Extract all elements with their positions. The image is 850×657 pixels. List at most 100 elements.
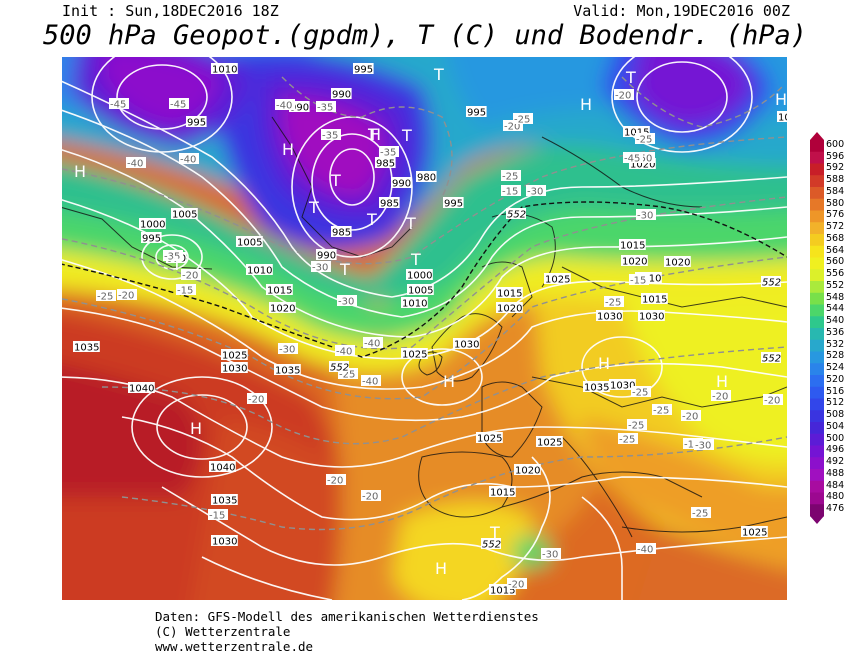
svg-text:-25: -25 [632,388,648,399]
svg-text:-15: -15 [209,511,225,522]
temperature-label: -35 [316,101,336,114]
svg-text:-45: -45 [170,100,186,111]
svg-text:-40: -40 [180,155,196,166]
svg-text:1020: 1020 [622,257,647,268]
svg-text:-20: -20 [327,476,343,487]
legend-swatch [810,175,824,188]
svg-text:-25: -25 [502,172,518,183]
temperature-label: -40 [363,337,383,350]
legend-label: 580 [826,197,845,209]
legend-swatch [810,292,824,305]
legend-label: 532 [826,338,845,350]
legend-label: 476 [826,503,845,515]
isobar-label: 1025 [741,526,768,539]
temperature-label: -20 [614,89,634,102]
legend-label: 520 [826,373,845,385]
low-pressure-marker: T [489,523,500,542]
isobar-label: 985 [375,157,396,170]
svg-text:552: 552 [762,278,781,289]
temperature-label: -30 [278,343,298,356]
legend-label: 508 [826,409,845,421]
svg-text:-35: -35 [322,131,338,142]
svg-text:-20: -20 [248,395,264,406]
svg-text:990: 990 [317,251,336,262]
legend-label: 568 [826,232,845,244]
legend-swatch [810,351,824,364]
legend-label: 596 [826,150,845,162]
legend-label: 540 [826,315,845,327]
isobar-label: 995 [353,63,374,76]
legend-swatch [810,198,824,211]
svg-text:1035: 1035 [778,113,787,124]
svg-text:-25: -25 [97,292,113,303]
isobar-label: 1005 [171,208,198,221]
svg-text:-20: -20 [508,580,524,591]
legend-label: 572 [826,221,845,233]
legend-swatch [810,269,824,282]
svg-text:1030: 1030 [222,364,247,375]
isobar-label: 1030 [211,535,238,548]
isobar-label: 1015 [619,239,646,252]
legend-label: 496 [826,444,845,456]
legend-arrow-top [810,132,824,140]
legend-label: 556 [826,268,845,280]
svg-text:990: 990 [290,103,309,114]
legend-label: 584 [826,185,845,197]
svg-text:1000: 1000 [140,220,165,231]
temperature-label: -50 [635,152,655,165]
temperature-label: -30 [337,295,357,308]
isobar-label: 1035 [73,341,100,354]
isobar-label: 995 [141,232,162,245]
isobar-label: 1025 [221,349,248,362]
svg-text:552: 552 [762,354,781,365]
temperature-label: -15 [629,274,649,287]
low-pressure-marker: T [367,125,378,144]
high-pressure-marker: H [580,95,592,114]
legend-label: 528 [826,350,845,362]
svg-text:1030: 1030 [454,340,479,351]
legend-swatch [810,445,824,458]
svg-text:1020: 1020 [630,160,655,171]
legend-swatch [810,281,824,294]
svg-text:-35: -35 [164,252,180,263]
footer-url: www.wetterzentrale.de [155,639,314,654]
temperature-label: -25 [627,419,647,432]
svg-text:-20: -20 [362,492,378,503]
isobar-label: 995 [466,106,487,119]
isobar-label: 1035 [211,494,238,507]
svg-text:1040: 1040 [129,384,154,395]
temperature-label: -15 [176,284,196,297]
svg-text:980: 980 [417,173,436,184]
legend-label: 536 [826,326,845,338]
svg-text:-15: -15 [684,440,700,451]
temperature-label: -35 [321,129,341,142]
isobar-label: 1020 [621,255,648,268]
temperature-label: -25 [631,386,651,399]
svg-text:-30: -30 [312,263,328,274]
svg-text:990: 990 [392,179,411,190]
svg-text:552: 552 [507,210,526,221]
high-pressure-marker: H [598,354,610,373]
svg-text:1020: 1020 [497,304,522,315]
valid-time: Valid: Mon,19DEC2016 00Z [573,2,790,20]
legend-swatch [810,210,824,223]
geopotential-label: 552 [761,352,781,365]
temperature-label: -20 [711,390,731,403]
legend-label: 592 [826,162,845,174]
svg-text:1025: 1025 [402,350,427,361]
temperature-label: -35 [379,146,399,159]
temperature-label: -20 [503,120,523,133]
temperature-label: -40 [636,543,656,556]
temperature-label: -25 [96,290,116,303]
temperature-label: -25 [513,113,533,126]
temperature-label: -40 [361,375,381,388]
svg-text:1025: 1025 [477,434,502,445]
svg-text:1005: 1005 [408,286,433,297]
svg-text:995: 995 [444,199,463,210]
isobar-label: 990 [331,88,352,101]
legend-label: 516 [826,385,845,397]
legend-label: 544 [826,303,845,315]
isobar-label: 995 [186,116,207,129]
temperature-label: -20 [681,410,701,423]
isobar-label: 1035 [274,364,301,377]
